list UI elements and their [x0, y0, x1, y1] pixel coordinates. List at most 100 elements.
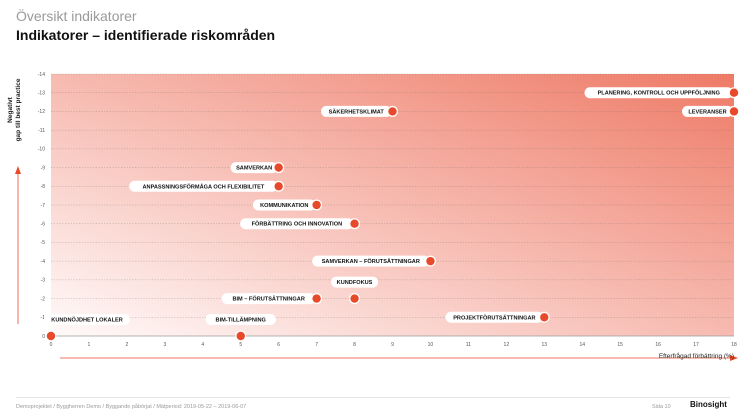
y-tick-label: 0	[42, 334, 45, 340]
x-tick-label: 16	[655, 342, 661, 348]
point-label: PLANERING, KONTROLL OCH UPPFÖLJNING	[598, 90, 720, 97]
x-tick-label: 3	[163, 342, 166, 348]
x-tick-label: 17	[693, 342, 699, 348]
data-point-group: SAMVERKAN – FÖRUTSÄTTNINGAR	[312, 255, 436, 267]
x-axis-arrow-head	[730, 355, 738, 361]
x-tick-label: 0	[50, 342, 53, 348]
footer-text: Demoprojektet / Byggherren Demo / Byggan…	[16, 404, 247, 410]
point-label: SÄKERHETSKLIMAT	[329, 108, 385, 115]
x-tick-label: 4	[201, 342, 204, 348]
point-label-pill	[129, 180, 278, 192]
data-point-group: PROJEKTFÖRUTSÄTTNINGAR	[445, 311, 550, 323]
y-tick-label: -9	[41, 165, 46, 171]
y-tick-label: -11	[38, 128, 45, 134]
x-tick-label: 10	[428, 342, 434, 348]
point-label-pill	[221, 293, 316, 305]
x-tick-label: 5	[239, 342, 242, 348]
data-point	[274, 163, 283, 172]
y-tick-label: -10	[38, 147, 45, 153]
point-label: BIM – FÖRUTSÄTTNINGAR	[232, 296, 304, 303]
y-tick-label: -5	[41, 240, 46, 246]
y-axis-arrow-head	[15, 166, 21, 174]
x-tick-label: 12	[504, 342, 510, 348]
x-tick-label: 18	[731, 342, 737, 348]
footer-divider	[16, 397, 730, 398]
x-tick-label: 9	[391, 342, 394, 348]
data-point	[540, 313, 549, 322]
data-point-group: FÖRBÄTTRING OCH INNOVATION	[240, 218, 361, 230]
data-point	[729, 107, 739, 116]
data-point	[350, 294, 359, 303]
data-point-group: BIM-TILLÄMPNING	[205, 314, 276, 342]
data-points: KUNDNÖJDHET LOKALER BIM-TILLÄMPNING PROJEK…	[44, 87, 740, 342]
data-point-group: LEVERANSER	[682, 105, 740, 117]
point-label: SAMVERKAN	[236, 166, 272, 172]
data-point	[350, 219, 359, 228]
y-tick-label: -3	[41, 278, 46, 284]
x-tick-label: 6	[277, 342, 280, 348]
point-label: BIM-TILLÄMPNING	[216, 317, 266, 324]
data-point	[274, 182, 283, 191]
y-axis-title-line1: Negativt	[7, 96, 14, 122]
x-tick-label: 7	[315, 342, 318, 348]
point-label: KOMMUNIKATION	[260, 203, 308, 209]
data-point-group: KUNDNÖJDHET LOKALER	[44, 314, 131, 342]
y-tick-label: -13	[38, 91, 45, 97]
data-point	[236, 331, 245, 341]
data-point-group: SÄKERHETSKLIMAT	[321, 105, 398, 117]
point-label: LEVERANSER	[688, 109, 726, 115]
data-point	[312, 200, 321, 210]
data-point	[426, 256, 435, 266]
y-tick-label: -2	[41, 296, 46, 302]
point-label-pill	[321, 105, 392, 117]
page-title: Indikatorer – identifierade riskområden	[16, 27, 276, 43]
y-tick-label: -1	[41, 315, 46, 321]
brand-logo: Binosight	[690, 400, 727, 409]
point-label-pill	[205, 314, 276, 325]
point-label: FÖRBÄTTRING OCH INNOVATION	[252, 221, 343, 228]
y-axis-title-line2: gap till best practice	[15, 78, 22, 141]
point-label-pill	[44, 314, 131, 325]
point-label-pill	[584, 87, 733, 99]
x-tick-label: 8	[353, 342, 356, 348]
data-point	[46, 331, 56, 341]
data-point-group: SAMVERKAN	[230, 162, 285, 174]
data-point	[388, 107, 397, 116]
point-label: SAMVERKAN – FÖRUTSÄTTNINGAR	[322, 258, 420, 265]
y-tick-label: -4	[41, 259, 46, 265]
x-tick-label: 2	[125, 342, 128, 348]
y-tick-label: -14	[38, 72, 45, 78]
y-tick-label: -7	[41, 203, 46, 209]
point-label: KUNDNÖJDHET LOKALER	[51, 317, 122, 324]
page-supertitle: Översikt indikatorer	[16, 8, 137, 24]
point-label: PROJEKTFÖRUTSÄTTNINGAR	[453, 314, 535, 321]
point-label-pill	[682, 105, 733, 117]
data-point-group: BIM – FÖRUTSÄTTNINGAR	[221, 293, 323, 305]
data-point	[312, 294, 321, 303]
point-label-pill	[230, 162, 278, 174]
point-label: ANPASSNINGSFÖRMÅGA OCH FLEXIBILITET	[143, 183, 265, 190]
data-point-group: KUNDFOKUS	[331, 276, 379, 305]
point-label-pill	[445, 311, 544, 323]
x-tick-label: 13	[541, 342, 547, 348]
x-tick-label: 15	[617, 342, 623, 348]
x-axis-title: Efterfrågad förbättring (%)	[659, 352, 734, 360]
x-tick-label: 11	[466, 342, 471, 348]
y-tick-label: -8	[41, 184, 46, 190]
x-tick-label: 1	[88, 342, 91, 348]
x-tick-label: 14	[579, 342, 585, 348]
point-label-pill	[331, 276, 379, 288]
point-label-pill	[240, 218, 354, 230]
data-point-group: ANPASSNINGSFÖRMÅGA OCH FLEXIBILITET	[129, 180, 285, 192]
point-label-pill	[312, 255, 430, 267]
y-tick-label: -6	[41, 222, 46, 228]
page-header: Översikt indikatorer Indikatorer – ident…	[16, 8, 275, 43]
data-point-group: KOMMUNIKATION	[252, 199, 323, 211]
point-label: KUNDFOKUS	[337, 280, 373, 286]
point-label-pill	[252, 199, 316, 211]
data-point-group: PLANERING, KONTROLL OCH UPPFÖLJNING	[584, 87, 740, 99]
data-point	[729, 88, 739, 97]
y-tick-label: -12	[38, 109, 45, 115]
x-axis-ticks: 0 1 2 3 4 5 6 7 8 9 10 11 12 13 14 15 16 17 18	[50, 342, 737, 348]
